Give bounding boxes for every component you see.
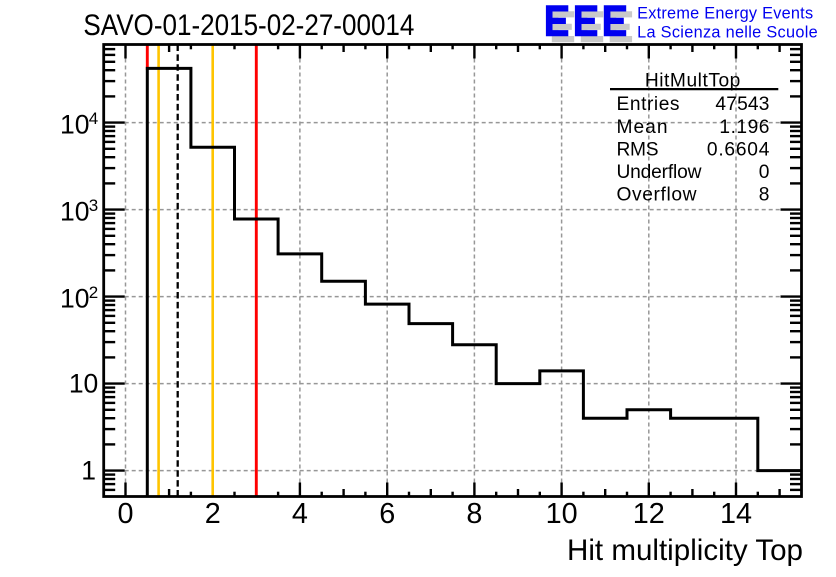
svg-text:2: 2	[205, 498, 221, 530]
svg-text:1.196: 1.196	[719, 117, 769, 138]
svg-text:RMS: RMS	[617, 139, 659, 160]
svg-text:2: 2	[89, 283, 98, 302]
svg-text:10: 10	[546, 498, 578, 530]
svg-text:4: 4	[292, 498, 308, 530]
svg-text:10: 10	[60, 284, 89, 314]
svg-text:1: 1	[81, 455, 96, 485]
svg-text:Underflow: Underflow	[617, 162, 702, 183]
svg-text:Overflow: Overflow	[617, 185, 697, 206]
svg-text:3: 3	[89, 196, 98, 215]
svg-text:8: 8	[466, 498, 482, 530]
svg-text:La Scienza nelle Scuole: La Scienza nelle Scuole	[637, 24, 818, 42]
svg-text:0.6604: 0.6604	[707, 139, 770, 160]
svg-text:SAVO-01-2015-02-27-00014: SAVO-01-2015-02-27-00014	[83, 9, 414, 42]
svg-text:HitMultTop: HitMultTop	[645, 71, 741, 92]
svg-text:6: 6	[379, 498, 395, 530]
svg-text:0: 0	[117, 498, 133, 530]
svg-text:12: 12	[633, 498, 665, 530]
svg-text:10: 10	[69, 368, 98, 398]
svg-text:Mean: Mean	[617, 117, 668, 138]
svg-text:8: 8	[759, 185, 770, 206]
svg-text:10: 10	[60, 197, 89, 227]
svg-text:0: 0	[759, 162, 770, 183]
svg-text:47543: 47543	[715, 94, 769, 115]
svg-text:Extreme Energy Events: Extreme Energy Events	[637, 4, 813, 22]
svg-text:14: 14	[720, 498, 752, 530]
svg-text:10: 10	[60, 110, 89, 140]
svg-text:Hit multiplicity Top: Hit multiplicity Top	[567, 535, 803, 567]
svg-text:4: 4	[89, 109, 98, 128]
svg-text:Entries: Entries	[617, 94, 680, 115]
